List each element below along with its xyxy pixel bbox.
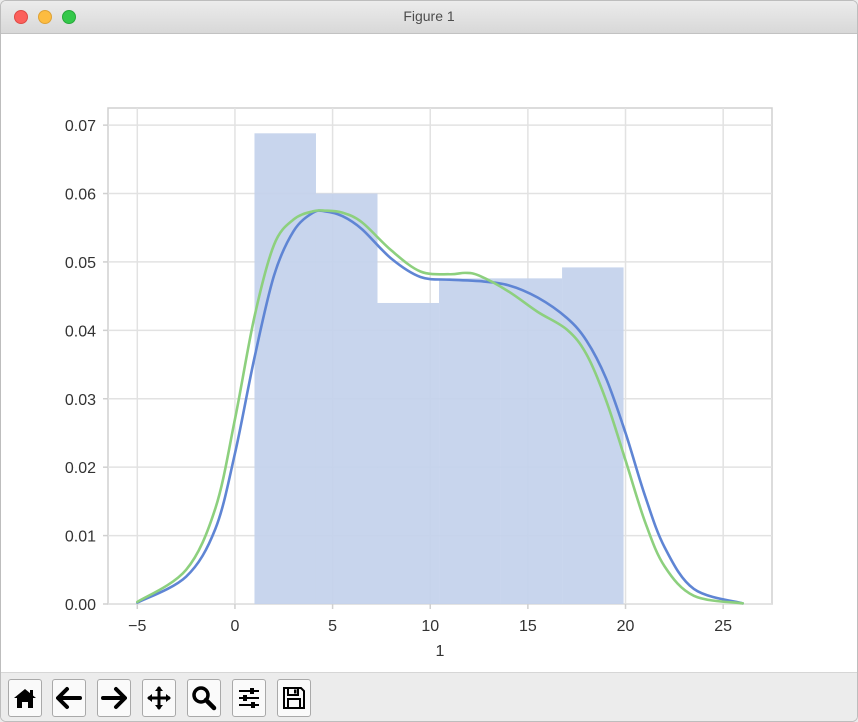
move-icon	[147, 686, 171, 710]
histogram-bar	[562, 267, 624, 604]
y-tick-label: 0.00	[65, 597, 96, 614]
figure-canvas[interactable]: 0.00 0.01 0.02 0.03 0.04 0.05 0.06 0.07 −5 0 5 10 1…	[1, 34, 857, 672]
configure-subplots-button[interactable]	[232, 679, 266, 717]
y-tick-label: 0.07	[65, 118, 96, 135]
maximize-window-button[interactable]	[62, 10, 76, 24]
home-button[interactable]	[8, 679, 42, 717]
y-tick-label: 0.03	[65, 392, 96, 409]
forward-button[interactable]	[97, 679, 131, 717]
minimize-window-button[interactable]	[38, 10, 52, 24]
navigation-toolbar	[1, 672, 857, 721]
arrow-left-icon	[56, 687, 82, 709]
y-tick-label: 0.01	[65, 529, 96, 546]
y-tick-label: 0.06	[65, 187, 96, 204]
x-tick-label: 0	[230, 618, 239, 635]
y-tick-label: 0.04	[65, 323, 96, 340]
back-button[interactable]	[52, 679, 86, 717]
y-axis: 0.00 0.01 0.02 0.03 0.04 0.05 0.06 0.07	[65, 118, 108, 614]
x-tick-label: 15	[519, 618, 537, 635]
window-title: Figure 1	[403, 8, 455, 24]
pan-button[interactable]	[142, 679, 176, 717]
x-tick-label: 20	[617, 618, 635, 635]
x-tick-label: 25	[714, 618, 732, 635]
histogram-bar	[315, 193, 378, 604]
zoom-button[interactable]	[187, 679, 221, 717]
histogram	[254, 133, 624, 604]
histogram-bar	[439, 278, 501, 604]
y-tick-label: 0.02	[65, 460, 96, 477]
histogram-bar	[377, 302, 440, 604]
save-button[interactable]	[277, 679, 311, 717]
chart: 0.00 0.01 0.02 0.03 0.04 0.05 0.06 0.07 −5 0 5 10 1…	[65, 107, 773, 660]
x-tick-label: 10	[421, 618, 439, 635]
kde-line-blue	[135, 209, 745, 605]
kde-line-green	[135, 209, 745, 605]
x-tick-label: −5	[128, 618, 146, 635]
kde-lines	[135, 209, 745, 605]
x-axis-label: 1	[436, 643, 445, 660]
histogram-bar	[500, 278, 563, 604]
x-axis: −5 0 5 10 15 20 25	[128, 604, 732, 635]
histogram-bar	[254, 133, 316, 604]
magnifier-icon	[192, 686, 217, 711]
title-bar: Figure 1	[1, 1, 857, 34]
close-window-button[interactable]	[14, 10, 28, 24]
y-tick-label: 0.05	[65, 255, 96, 272]
x-tick-label: 5	[328, 618, 337, 635]
floppy-disk-icon	[283, 687, 305, 709]
sliders-icon	[239, 688, 259, 708]
home-icon	[14, 689, 36, 708]
arrow-right-icon	[101, 687, 127, 709]
